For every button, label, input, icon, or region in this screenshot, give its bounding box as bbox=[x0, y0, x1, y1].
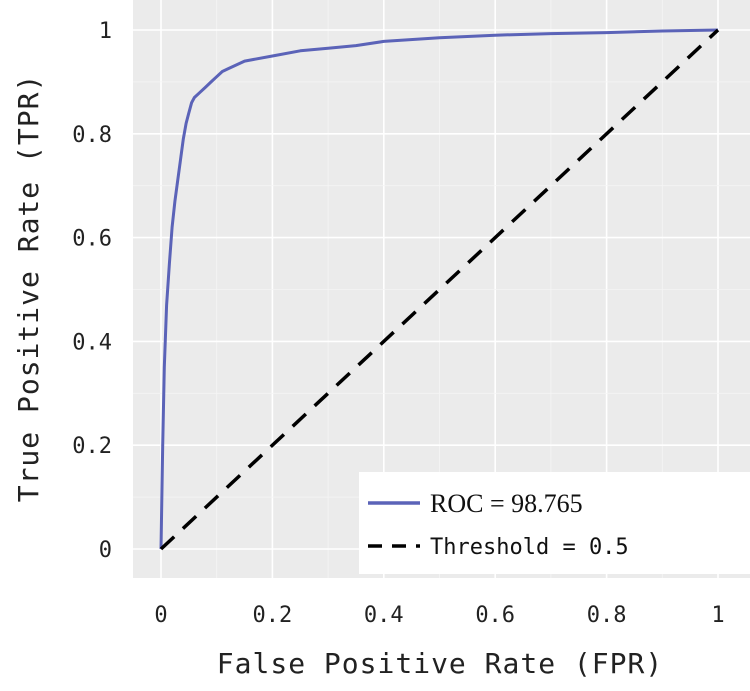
legend-label-roc: ROC = 98.765 bbox=[430, 489, 583, 518]
legend-box bbox=[359, 472, 750, 574]
y-axis-title: True Positive Rate (TPR) bbox=[12, 74, 45, 503]
y-tick-label: 0.2 bbox=[72, 434, 112, 459]
x-axis-title: False Positive Rate (FPR) bbox=[217, 647, 663, 680]
x-tick-label: 1 bbox=[711, 603, 724, 628]
threshold-line bbox=[159, 28, 720, 551]
legend: ROC = 98.765 Threshold = 0.5 bbox=[359, 472, 750, 574]
y-tick-label: 0 bbox=[99, 538, 112, 563]
roc-curve-line bbox=[159, 28, 719, 550]
y-tick-label: 0.4 bbox=[72, 330, 112, 355]
series-lines bbox=[159, 28, 720, 551]
x-tick-label: 0.8 bbox=[587, 603, 627, 628]
x-tick-label: 0.2 bbox=[253, 603, 293, 628]
y-tick-label: 0.6 bbox=[72, 227, 112, 252]
legend-label-threshold: Threshold = 0.5 bbox=[430, 535, 629, 560]
x-tick-label: 0 bbox=[154, 603, 167, 628]
tick-labels: 0 0.2 0.4 0.6 0.8 1 0 0.2 0.4 0.6 0.8 1 bbox=[72, 19, 724, 628]
y-tick-label: 0.8 bbox=[72, 123, 112, 148]
x-tick-label: 0.4 bbox=[364, 603, 404, 628]
y-tick-label: 1 bbox=[99, 19, 112, 44]
x-tick-label: 0.6 bbox=[475, 603, 515, 628]
